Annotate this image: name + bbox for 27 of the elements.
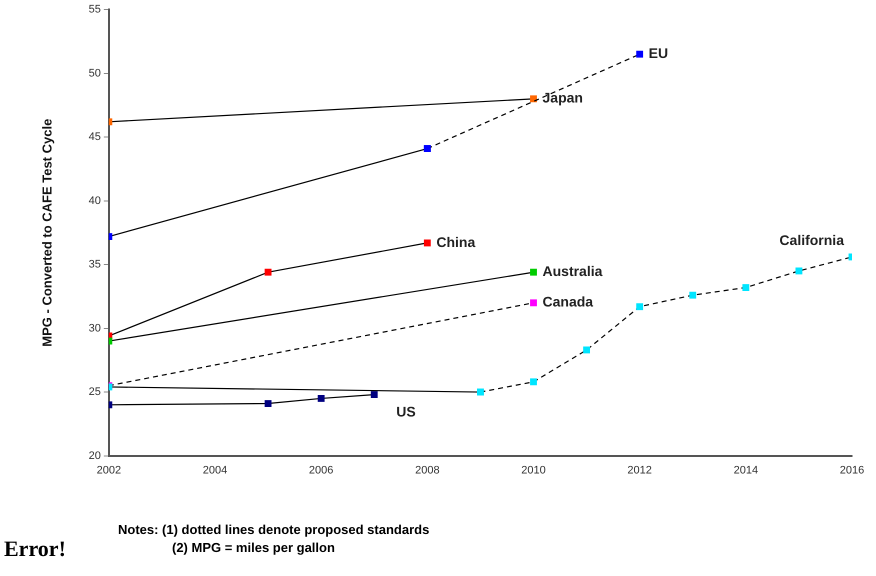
y-tick-label: 35 (88, 258, 101, 271)
x-tick-label: 2012 (627, 464, 652, 476)
x-tick-label: 2004 (202, 464, 228, 476)
text: Error! (4, 536, 66, 562)
y-tick-label: 40 (88, 194, 101, 207)
text: (2) MPG = miles per gallon (172, 540, 335, 555)
y-axis-title: MPG - Converted to CAFE Test Cycle (39, 118, 54, 347)
x-tick-label: 2008 (415, 464, 440, 476)
y-tick-label: 50 (88, 67, 101, 80)
series-label: Japan (542, 90, 583, 106)
series-label: Australia (542, 263, 603, 280)
series-label: US (396, 403, 416, 420)
x-tick-label: 2010 (521, 464, 546, 476)
text: Notes: (1) dotted lines denote proposed standards (118, 522, 430, 537)
x-tick-label: 2006 (308, 464, 334, 476)
x-tick-label: 2014 (734, 464, 758, 476)
y-tick-label: 45 (88, 131, 101, 144)
y-tick-label: 30 (88, 322, 101, 334)
series-label: EU (648, 45, 668, 62)
y-tick-label: 55 (88, 4, 101, 16)
x-tick-label: 2016 (840, 464, 864, 476)
series-label: China (436, 234, 476, 250)
series-label: California (779, 232, 844, 248)
y-tick-label: 25 (88, 386, 101, 398)
x-tick-label: 2002 (96, 464, 122, 476)
y-tick-label: 20 (88, 450, 101, 462)
series-label: Canada (542, 294, 594, 310)
